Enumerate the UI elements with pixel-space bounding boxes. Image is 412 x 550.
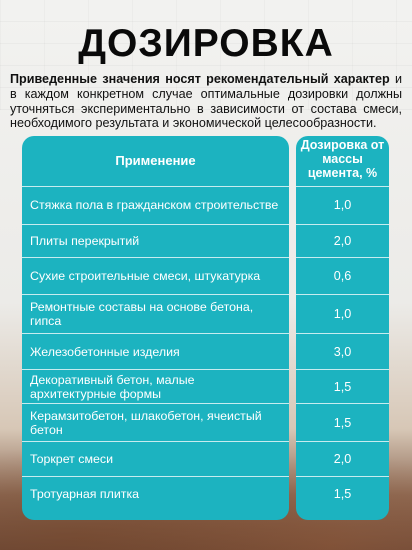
row-divider xyxy=(296,294,389,295)
row-dosage: 2,0 xyxy=(333,234,352,248)
row-divider xyxy=(296,333,389,334)
row-divider xyxy=(22,441,289,442)
row-application: Плиты перекрытий xyxy=(30,234,140,248)
row-application: Железобетонные изделия xyxy=(30,344,180,359)
row-application: Декоративный бетон, малые архитектурные … xyxy=(30,372,195,401)
application-column xyxy=(22,136,289,520)
row-application: Стяжка пола в гражданском строительстве xyxy=(30,198,279,212)
row-dosage: 3,0 xyxy=(333,344,352,359)
header-application: Применение xyxy=(115,152,196,168)
row-divider xyxy=(296,403,389,404)
intro-text: и в каждом конкретном случае оптимальные… xyxy=(10,72,402,131)
row-divider xyxy=(296,441,389,442)
row-divider xyxy=(296,476,389,477)
page-title: ДОЗИРОВКА xyxy=(78,22,334,65)
row-divider xyxy=(22,333,289,334)
row-divider xyxy=(22,257,289,258)
row-divider xyxy=(22,403,289,404)
row-divider xyxy=(296,257,389,258)
row-dosage: 1,5 xyxy=(333,487,352,501)
row-divider xyxy=(296,369,389,370)
row-dosage: 2,0 xyxy=(333,452,352,466)
row-divider xyxy=(22,294,289,295)
row-divider xyxy=(22,476,289,477)
intro-bold: Приведенные значения носят рекомендатель… xyxy=(10,72,390,86)
row-divider xyxy=(296,186,389,187)
header-dosage: Дозировка от массы цемента, % xyxy=(300,138,385,180)
intro-paragraph: Приведенные значения носят рекомендатель… xyxy=(10,72,402,131)
row-divider xyxy=(296,224,389,225)
row-application: Керамзитобетон, шлакобетон, ячеистый бет… xyxy=(30,408,262,437)
row-divider xyxy=(22,186,289,187)
row-divider xyxy=(22,224,289,225)
row-divider xyxy=(22,369,289,370)
row-dosage: 1,0 xyxy=(333,198,352,212)
row-dosage: 1,0 xyxy=(333,307,352,321)
dosage-column xyxy=(296,136,389,520)
row-application: Тротуарная плитка xyxy=(30,487,140,501)
background-wall xyxy=(0,0,412,110)
row-dosage: 0,6 xyxy=(333,269,352,283)
row-application: Ремонтные составы на основе бетона, гипс… xyxy=(30,300,254,328)
row-application: Сухие строительные смеси, штукатурка xyxy=(30,269,261,283)
row-application: Торкрет смеси xyxy=(30,452,114,466)
row-dosage: 1,5 xyxy=(333,415,352,430)
row-dosage: 1,5 xyxy=(333,379,352,394)
